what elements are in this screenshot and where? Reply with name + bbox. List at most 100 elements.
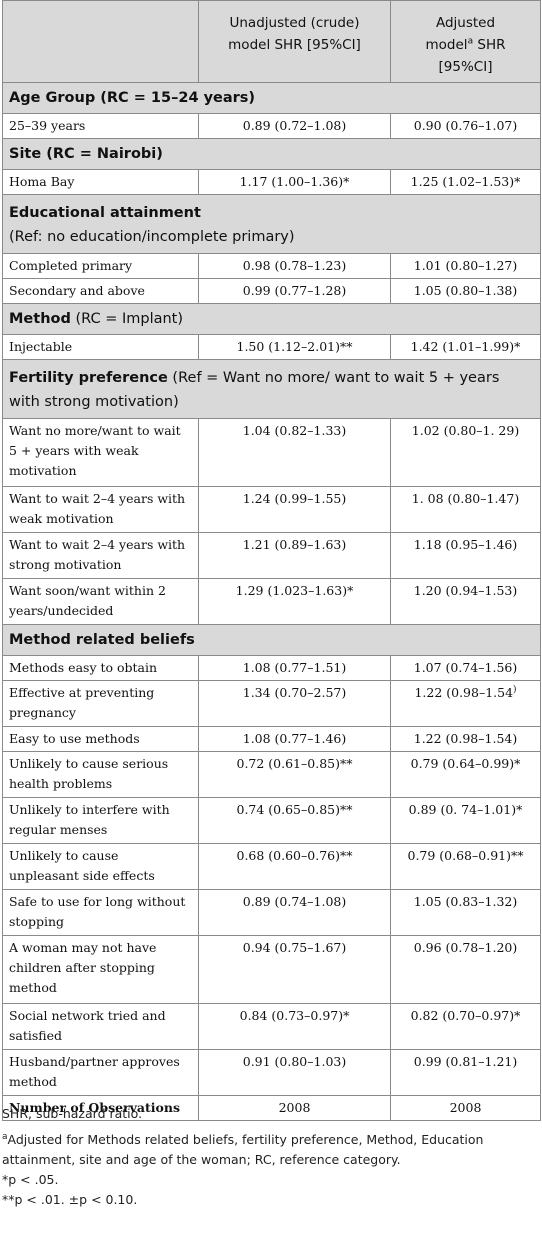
table-row: 25–39 years 0.89 (0.72–1.08) 0.90 (0.76–…	[2, 113, 541, 139]
section-title: Method	[9, 311, 71, 327]
row-label: Safe to use for long without stopping	[2, 889, 199, 936]
header-adjusted: Adjusted modela SHR [95%CI]	[390, 0, 541, 83]
table-row: Homa Bay 1.17 (1.00–1.36)* 1.25 (1.02–1.…	[2, 169, 541, 195]
adjusted-value: 1.18 (0.95–1.46)	[390, 532, 541, 579]
section-site: Site (RC = Nairobi)	[2, 138, 541, 170]
row-label: Want to wait 2–4 years with strong motiv…	[2, 532, 199, 579]
section-fertility: Fertility preference (Ref = Want no more…	[2, 359, 541, 419]
row-label: Methods easy to obtain	[2, 655, 199, 681]
table-row: Want no more/want to wait 5 + years with…	[2, 418, 541, 487]
crude-value: 0.72 (0.61–0.85)**	[198, 751, 391, 798]
table-row: Want soon/want within 2 years/undecided …	[2, 578, 541, 625]
row-label: Husband/partner approves method	[2, 1049, 199, 1096]
adjusted-value: 1.25 (1.02–1.53)*	[390, 169, 541, 195]
crude-value: 0.89 (0.74–1.08)	[198, 889, 391, 936]
row-label: Unlikely to interfere with regular mense…	[2, 797, 199, 844]
table-row: Want to wait 2–4 years with strong motiv…	[2, 532, 541, 579]
table-row: Husband/partner approves method 0.91 (0.…	[2, 1049, 541, 1096]
row-label: Number of Observations	[2, 1095, 199, 1121]
row-label: Completed primary	[2, 253, 199, 279]
adjusted-value: 1. 08 (0.80–1.47)	[390, 486, 541, 533]
crude-value: 1.17 (1.00–1.36)*	[198, 169, 391, 195]
crude-value: 1.08 (0.77–1.46)	[198, 726, 391, 752]
section-title: Site (RC = Nairobi)	[9, 146, 163, 162]
table-header-row: Unadjusted (crude) model SHR [95%CI] Adj…	[2, 0, 541, 83]
table-row: Completed primary 0.98 (0.78–1.23) 1.01 …	[2, 253, 541, 279]
adjusted-value: 0.82 (0.70–0.97)*	[390, 1003, 541, 1050]
header-variable	[2, 0, 199, 83]
table-row: Social network tried and satisfied 0.84 …	[2, 1003, 541, 1050]
section-subtitle: (Ref: no education/incomplete primary)	[9, 229, 295, 245]
section-method: Method (RC = Implant)	[2, 303, 541, 335]
row-label: Want to wait 2–4 years with weak motivat…	[2, 486, 199, 533]
adjusted-value: 2008	[390, 1095, 541, 1121]
header-crude-line1: Unadjusted (crude)	[229, 15, 360, 31]
adjusted-value: 0.89 (0. 74–1.01)*	[390, 797, 541, 844]
section-title: Age Group (RC = 15–24 years)	[9, 90, 256, 106]
section-education: Educational attainment (Ref: no education…	[2, 194, 541, 254]
section-beliefs: Method related beliefs	[2, 624, 541, 656]
crude-value: 1.08 (0.77–1.51)	[198, 655, 391, 681]
header-crude-line2: model SHR [95%CI]	[228, 37, 361, 53]
crude-value: 0.89 (0.72–1.08)	[198, 113, 391, 139]
adjusted-value: 1.20 (0.94–1.53)	[390, 578, 541, 625]
crude-value: 1.04 (0.82–1.33)	[198, 418, 391, 487]
row-label: Unlikely to cause unpleasant side effect…	[2, 843, 199, 890]
section-age: Age Group (RC = 15–24 years)	[2, 82, 541, 114]
footnote-p05: *p < .05.	[2, 1172, 59, 1187]
crude-value: 1.24 (0.99–1.55)	[198, 486, 391, 533]
row-label: Want no more/want to wait 5 + years with…	[2, 418, 199, 487]
row-label: Effective at preventing pregnancy	[2, 680, 199, 727]
crude-value: 2008	[198, 1095, 391, 1121]
adjusted-value: 1.05 (0.80–1.38)	[390, 278, 541, 304]
crude-value: 0.74 (0.65–0.85)**	[198, 797, 391, 844]
crude-value: 1.29 (1.023–1.63)*	[198, 578, 391, 625]
table-row: Secondary and above 0.99 (0.77–1.28) 1.0…	[2, 278, 541, 304]
crude-value: 0.68 (0.60–0.76)**	[198, 843, 391, 890]
row-label: Homa Bay	[2, 169, 199, 195]
crude-value: 1.34 (0.70–2.57)	[198, 680, 391, 727]
table-row: Unlikely to cause serious health problem…	[2, 751, 541, 798]
adjusted-value: 1.01 (0.80–1.27)	[390, 253, 541, 279]
results-table: Unadjusted (crude) model SHR [95%CI] Adj…	[2, 0, 541, 1121]
row-label: Want soon/want within 2 years/undecided	[2, 578, 199, 625]
footnote-marker-a: a	[467, 36, 474, 47]
table-row: Want to wait 2–4 years with weak motivat…	[2, 486, 541, 533]
adjusted-value: 1.42 (1.01–1.99)*	[390, 334, 541, 360]
section-title-rest: (RC = Implant)	[70, 311, 184, 327]
footnote-shr: SHR, sub-hazard ratio.	[2, 1106, 143, 1121]
header-adjusted-line1: Adjusted	[435, 15, 496, 31]
adjusted-value: 1.02 (0.80–1. 29)	[390, 418, 541, 487]
table-row: A woman may not have children after stop…	[2, 935, 541, 1004]
header-adjusted-line2b: SHR	[473, 37, 506, 53]
crude-value: 0.99 (0.77–1.28)	[198, 278, 391, 304]
row-label: Unlikely to cause serious health problem…	[2, 751, 199, 798]
row-label: 25–39 years	[2, 113, 199, 139]
crude-value: 1.21 (0.89–1.63)	[198, 532, 391, 579]
header-adjusted-line3: [95%CI]	[438, 59, 493, 75]
adjusted-value: 1.05 (0.83–1.32)	[390, 889, 541, 936]
table-row: Unlikely to cause unpleasant side effect…	[2, 843, 541, 890]
table-footnotes: SHR, sub-hazard ratio. aAdjusted for Met…	[2, 1104, 540, 1210]
crude-value: 1.50 (1.12–2.01)**	[198, 334, 391, 360]
adjusted-value: 0.99 (0.81–1.21)	[390, 1049, 541, 1096]
section-title: Method related beliefs	[9, 632, 195, 648]
adjusted-value-text: 1.22 (0.98–1.54	[414, 685, 514, 700]
table-row: Easy to use methods 1.08 (0.77–1.46) 1.2…	[2, 726, 541, 752]
crude-value: 0.98 (0.78–1.23)	[198, 253, 391, 279]
crude-value: 0.94 (0.75–1.67)	[198, 935, 391, 1004]
row-label: Social network tried and satisfied	[2, 1003, 199, 1050]
header-adjusted-line2a: model	[425, 37, 468, 53]
table-row: Effective at preventing pregnancy 1.34 (…	[2, 680, 541, 727]
table-row: Methods easy to obtain 1.08 (0.77–1.51) …	[2, 655, 541, 681]
table-row: Injectable 1.50 (1.12–2.01)** 1.42 (1.01…	[2, 334, 541, 360]
observations-row: Number of Observations 2008 2008	[2, 1095, 541, 1121]
section-title: Fertility preference	[9, 370, 168, 386]
adjusted-value: 0.79 (0.68–0.91)**	[390, 843, 541, 890]
significance-marker: )	[513, 684, 517, 695]
section-title-rest: (Ref = Want no more/ want to wait 5 + ye…	[9, 370, 500, 410]
row-label: Injectable	[2, 334, 199, 360]
adjusted-value: 1.22 (0.98–1.54)	[390, 680, 541, 727]
crude-value: 0.84 (0.73–0.97)*	[198, 1003, 391, 1050]
adjusted-value: 0.79 (0.64–0.99)*	[390, 751, 541, 798]
